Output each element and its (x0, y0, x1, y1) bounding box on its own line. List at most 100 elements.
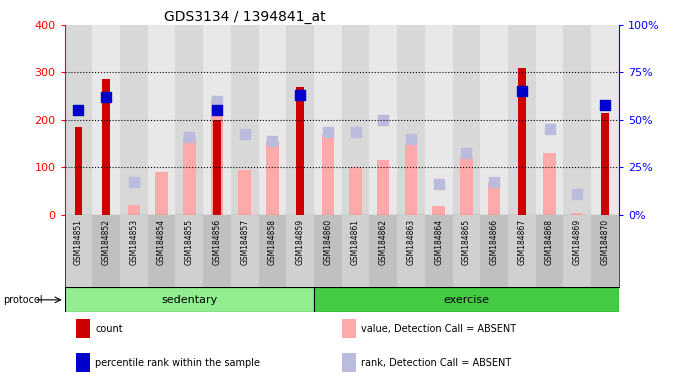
Bar (342, 215, 369, 287)
Bar (266, 141, 279, 215)
Text: GSM184867: GSM184867 (517, 218, 526, 265)
Bar (397, 25, 425, 215)
Bar (425, 25, 453, 215)
Bar (536, 25, 564, 215)
Text: GSM184863: GSM184863 (407, 218, 415, 265)
Text: sedentary: sedentary (161, 295, 218, 305)
Bar (518, 68, 526, 215)
Text: GSM184864: GSM184864 (435, 218, 443, 265)
Bar (286, 215, 314, 287)
Text: GSM184862: GSM184862 (379, 218, 388, 265)
Bar (203, 25, 231, 215)
Bar (377, 161, 390, 215)
Text: GSM184860: GSM184860 (324, 218, 333, 265)
Bar (508, 215, 536, 287)
Text: rank, Detection Call = ABSENT: rank, Detection Call = ABSENT (361, 358, 511, 367)
Bar (314, 215, 341, 287)
Bar (231, 25, 258, 215)
Bar (432, 205, 445, 215)
Point (267, 138, 278, 144)
Text: GSM184866: GSM184866 (490, 218, 498, 265)
Text: GSM184853: GSM184853 (129, 218, 138, 265)
Bar (231, 215, 258, 287)
Bar (120, 215, 148, 287)
Bar (203, 215, 231, 287)
Bar (453, 25, 480, 215)
Point (211, 108, 222, 114)
Text: GSM184859: GSM184859 (296, 218, 305, 265)
Bar (591, 215, 619, 287)
Bar (536, 215, 564, 287)
Bar (322, 134, 334, 215)
Text: GSM184869: GSM184869 (573, 218, 581, 265)
Bar (128, 205, 140, 215)
Bar (258, 25, 286, 215)
Point (572, 190, 583, 197)
Point (544, 126, 555, 132)
Point (322, 129, 333, 135)
Bar (601, 113, 609, 215)
Bar (75, 127, 82, 215)
Bar (543, 153, 556, 215)
Point (461, 150, 472, 156)
Point (600, 102, 611, 108)
Bar (591, 25, 619, 215)
Bar (175, 25, 203, 215)
Point (101, 94, 112, 100)
Bar (460, 158, 473, 215)
Bar (75, 319, 90, 338)
Bar (314, 287, 619, 312)
Bar (65, 25, 92, 215)
Text: value, Detection Call = ABSENT: value, Detection Call = ABSENT (361, 324, 516, 334)
Bar (258, 215, 286, 287)
Bar (480, 215, 508, 287)
Text: GSM184852: GSM184852 (102, 218, 111, 265)
Bar (155, 172, 168, 215)
Bar (92, 25, 120, 215)
Bar (92, 215, 120, 287)
Bar (508, 25, 536, 215)
Bar (480, 25, 508, 215)
Text: GSM184858: GSM184858 (268, 218, 277, 265)
Point (239, 131, 250, 137)
Point (184, 134, 194, 140)
Point (489, 179, 500, 185)
Bar (239, 170, 251, 215)
Point (433, 181, 444, 187)
Point (129, 179, 139, 185)
Bar (296, 87, 304, 215)
Bar (342, 319, 356, 338)
Text: GSM184857: GSM184857 (240, 218, 249, 265)
Text: GSM184855: GSM184855 (185, 218, 194, 265)
Text: GSM184856: GSM184856 (213, 218, 222, 265)
Bar (488, 182, 500, 215)
Bar (148, 25, 175, 215)
Point (378, 117, 389, 123)
Text: percentile rank within the sample: percentile rank within the sample (95, 358, 260, 367)
Text: GSM184851: GSM184851 (74, 218, 83, 265)
Bar (453, 215, 480, 287)
Bar (369, 25, 397, 215)
Bar (75, 353, 90, 372)
Bar (183, 137, 196, 215)
Text: count: count (95, 324, 122, 334)
Bar (342, 353, 356, 372)
Bar (564, 215, 591, 287)
Text: GSM184861: GSM184861 (351, 218, 360, 265)
Bar (342, 25, 369, 215)
Point (73, 108, 84, 114)
Bar (397, 215, 425, 287)
Bar (425, 215, 453, 287)
Bar (314, 25, 341, 215)
Bar (175, 215, 203, 287)
Bar (286, 25, 314, 215)
Text: GDS3134 / 1394841_at: GDS3134 / 1394841_at (165, 10, 326, 24)
Text: GSM184870: GSM184870 (600, 218, 609, 265)
Bar (369, 215, 397, 287)
Bar (120, 25, 148, 215)
Point (294, 92, 305, 98)
Bar (571, 213, 583, 215)
Text: GSM184868: GSM184868 (545, 218, 554, 265)
Point (516, 88, 527, 94)
Bar (65, 287, 314, 312)
